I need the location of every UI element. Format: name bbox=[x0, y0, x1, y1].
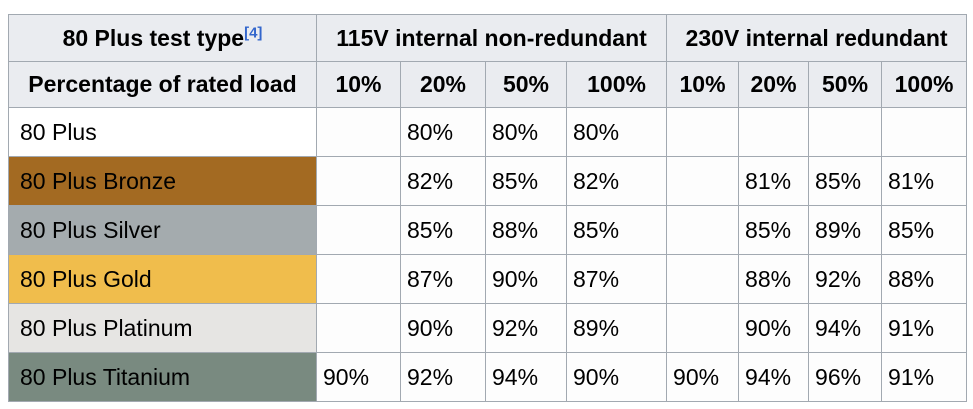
efficiency-table: 80 Plus test type[4] 115V internal non-r… bbox=[8, 14, 968, 402]
row-label-cell: 80 Plus Bronze bbox=[8, 156, 317, 206]
efficiency-cell bbox=[316, 156, 401, 206]
efficiency-cell bbox=[666, 107, 740, 157]
efficiency-cell bbox=[316, 254, 401, 304]
efficiency-cell: 91% bbox=[881, 352, 968, 402]
efficiency-cell: 85% bbox=[881, 205, 968, 255]
efficiency-cell: 88% bbox=[485, 205, 567, 255]
efficiency-cell bbox=[808, 107, 883, 157]
row-label-cell: 80 Plus Platinum bbox=[8, 303, 317, 353]
col-group-230v: 230V internal redundant bbox=[666, 14, 968, 62]
load-level-header: 20% bbox=[738, 61, 810, 108]
efficiency-cell bbox=[316, 107, 401, 157]
table-row: 80 Plus Silver 85% 88% 85% 85% 89% 85% bbox=[8, 205, 968, 255]
load-label-cell: Percentage of rated load bbox=[8, 61, 317, 108]
efficiency-cell: 80% bbox=[565, 107, 668, 157]
efficiency-cell bbox=[316, 303, 401, 353]
efficiency-cell: 85% bbox=[485, 156, 567, 206]
table-row: 80 Plus Gold 87% 90% 87% 88% 92% 88% bbox=[8, 254, 968, 304]
efficiency-cell: 92% bbox=[808, 254, 883, 304]
efficiency-cell: 88% bbox=[881, 254, 968, 304]
table-title: 80 Plus test type bbox=[62, 24, 245, 51]
efficiency-cell: 92% bbox=[400, 352, 486, 402]
efficiency-cell: 94% bbox=[485, 352, 567, 402]
footnote-link[interactable]: [4] bbox=[244, 23, 263, 41]
efficiency-cell bbox=[666, 303, 740, 353]
efficiency-cell bbox=[666, 205, 740, 255]
efficiency-cell: 90% bbox=[738, 303, 810, 353]
efficiency-cell: 96% bbox=[808, 352, 883, 402]
efficiency-cell: 82% bbox=[400, 156, 486, 206]
efficiency-cell: 80% bbox=[400, 107, 486, 157]
row-label-cell: 80 Plus Titanium bbox=[8, 352, 317, 402]
efficiency-cell bbox=[316, 205, 401, 255]
efficiency-cell bbox=[666, 156, 740, 206]
efficiency-cell: 87% bbox=[565, 254, 668, 304]
load-level-header: 100% bbox=[565, 61, 668, 108]
efficiency-cell: 89% bbox=[565, 303, 668, 353]
efficiency-cell: 90% bbox=[666, 352, 740, 402]
load-level-header: 20% bbox=[400, 61, 486, 108]
col-group-115v: 115V internal non-redundant bbox=[315, 14, 668, 62]
load-level-header: 10% bbox=[316, 61, 401, 108]
efficiency-cell: 90% bbox=[485, 254, 567, 304]
efficiency-cell: 90% bbox=[565, 352, 668, 402]
load-level-header: 100% bbox=[881, 61, 968, 108]
header-row-groups: 80 Plus test type[4] 115V internal non-r… bbox=[8, 14, 968, 62]
efficiency-cell: 94% bbox=[738, 352, 810, 402]
efficiency-cell: 85% bbox=[400, 205, 486, 255]
efficiency-cell: 81% bbox=[738, 156, 810, 206]
efficiency-cell bbox=[738, 107, 810, 157]
efficiency-cell bbox=[881, 107, 968, 157]
efficiency-cell: 81% bbox=[881, 156, 968, 206]
row-label-cell: 80 Plus bbox=[8, 107, 317, 157]
efficiency-cell: 88% bbox=[738, 254, 810, 304]
efficiency-cell: 90% bbox=[400, 303, 486, 353]
efficiency-cell: 85% bbox=[808, 156, 883, 206]
table-row: 80 Plus Titanium 90% 92% 94% 90% 90% 94%… bbox=[8, 352, 968, 402]
efficiency-cell: 85% bbox=[565, 205, 668, 255]
load-level-header: 10% bbox=[666, 61, 740, 108]
table-row: 80 Plus Platinum 90% 92% 89% 90% 94% 91% bbox=[8, 303, 968, 353]
efficiency-cell: 89% bbox=[808, 205, 883, 255]
efficiency-cell bbox=[666, 254, 740, 304]
efficiency-cell: 92% bbox=[485, 303, 567, 353]
table-row: 80 Plus Bronze 82% 85% 82% 81% 85% 81% bbox=[8, 156, 968, 206]
efficiency-cell: 80% bbox=[485, 107, 567, 157]
table-title-cell: 80 Plus test type[4] bbox=[8, 14, 317, 62]
row-label-cell: 80 Plus Gold bbox=[8, 254, 317, 304]
load-level-header: 50% bbox=[485, 61, 567, 108]
efficiency-cell: 91% bbox=[881, 303, 968, 353]
table-row: 80 Plus 80% 80% 80% bbox=[8, 107, 968, 157]
row-label-cell: 80 Plus Silver bbox=[8, 205, 317, 255]
header-row-loads: Percentage of rated load 10% 20% 50% 100… bbox=[8, 61, 968, 108]
efficiency-cell: 87% bbox=[400, 254, 486, 304]
efficiency-cell: 85% bbox=[738, 205, 810, 255]
efficiency-cell: 94% bbox=[808, 303, 883, 353]
efficiency-cell: 90% bbox=[316, 352, 401, 402]
load-level-header: 50% bbox=[808, 61, 883, 108]
efficiency-cell: 82% bbox=[565, 156, 668, 206]
